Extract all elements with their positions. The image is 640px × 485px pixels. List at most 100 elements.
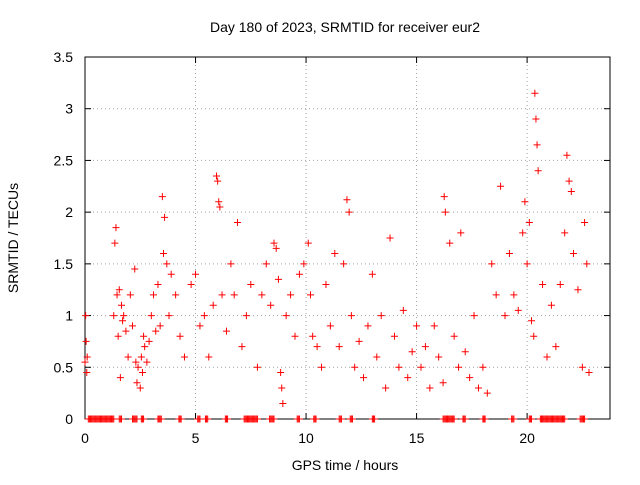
data-point [395,363,403,371]
zero-point [510,415,518,423]
zero-value-band [84,415,589,423]
data-point [413,322,421,330]
data-point [143,358,151,366]
data-point [131,265,139,273]
data-point [377,312,385,320]
data-point [141,343,149,351]
data-point [492,291,500,299]
data-point [124,353,132,361]
data-point [270,239,278,247]
data-point [112,224,120,232]
data-point [347,312,355,320]
data-point [497,182,505,190]
data-point [156,322,164,330]
data-point [172,291,180,299]
zero-point [295,415,303,423]
y-tick-label: 3 [65,101,73,117]
data-point [567,187,575,195]
data-point [126,291,134,299]
data-point [119,317,127,325]
zero-point [224,415,232,423]
data-point [335,343,343,351]
data-point [505,250,513,258]
data-point [83,368,91,376]
data-point [543,353,551,361]
data-point [421,343,429,351]
data-point [528,317,536,325]
data-point [129,322,137,330]
data-point [547,301,555,309]
data-point [510,291,518,299]
data-point [583,260,591,268]
data-point [278,384,286,392]
data-point [483,389,491,397]
data-point [216,203,224,211]
data-point [501,312,509,320]
data-point [326,322,334,330]
data-point [461,348,469,356]
data-point [340,260,348,268]
data-point [136,384,144,392]
data-point [313,343,321,351]
data-point [133,379,141,387]
data-point [238,343,246,351]
y-tick-label: 0 [65,411,73,427]
zero-point [528,415,536,423]
zero-point [581,415,589,423]
data-point [343,196,351,204]
data-point [134,363,142,371]
data-point [455,363,463,371]
data-point [187,281,195,289]
data-point [81,358,89,366]
y-tick-label: 1.5 [54,256,74,272]
data-point [439,379,447,387]
data-point [145,337,153,345]
data-point [386,234,394,242]
data-point [167,270,175,278]
data-point [521,198,529,206]
data-point [360,374,368,382]
data-point [355,337,363,345]
x-tick-label: 5 [192,430,200,446]
data-point [364,322,372,330]
data-point [479,363,487,371]
data-point [552,343,560,351]
data-point [417,363,425,371]
data-point [213,172,221,180]
zero-point [561,415,569,423]
data-point [150,291,158,299]
data-point [82,337,90,345]
zero-point [157,415,165,423]
data-point [159,250,167,258]
data-point [440,193,448,201]
data-point [450,332,458,340]
data-point [161,213,169,221]
chart-title: Day 180 of 2023, SRMTID for receiver eur… [210,19,480,35]
data-point [247,281,255,289]
data-point [404,374,412,382]
data-point [306,291,314,299]
data-point [373,353,381,361]
data-point [318,363,326,371]
data-point [446,239,454,247]
data-point [111,239,119,247]
plot-frame [84,56,611,420]
data-point [300,260,308,268]
data-point [351,363,359,371]
data-point [234,218,242,226]
data-point [570,250,578,258]
data-point [408,348,416,356]
data-point [574,286,582,294]
data-point [457,229,465,237]
data-point [262,260,270,268]
x-tick-label: 10 [298,430,314,446]
data-point [578,363,586,371]
zero-point [312,415,320,423]
data-point [533,141,541,149]
data-point [267,301,275,309]
data-point [274,275,282,283]
zero-point [337,415,345,423]
data-point [180,353,188,361]
data-point [530,332,538,340]
data-point [192,270,200,278]
